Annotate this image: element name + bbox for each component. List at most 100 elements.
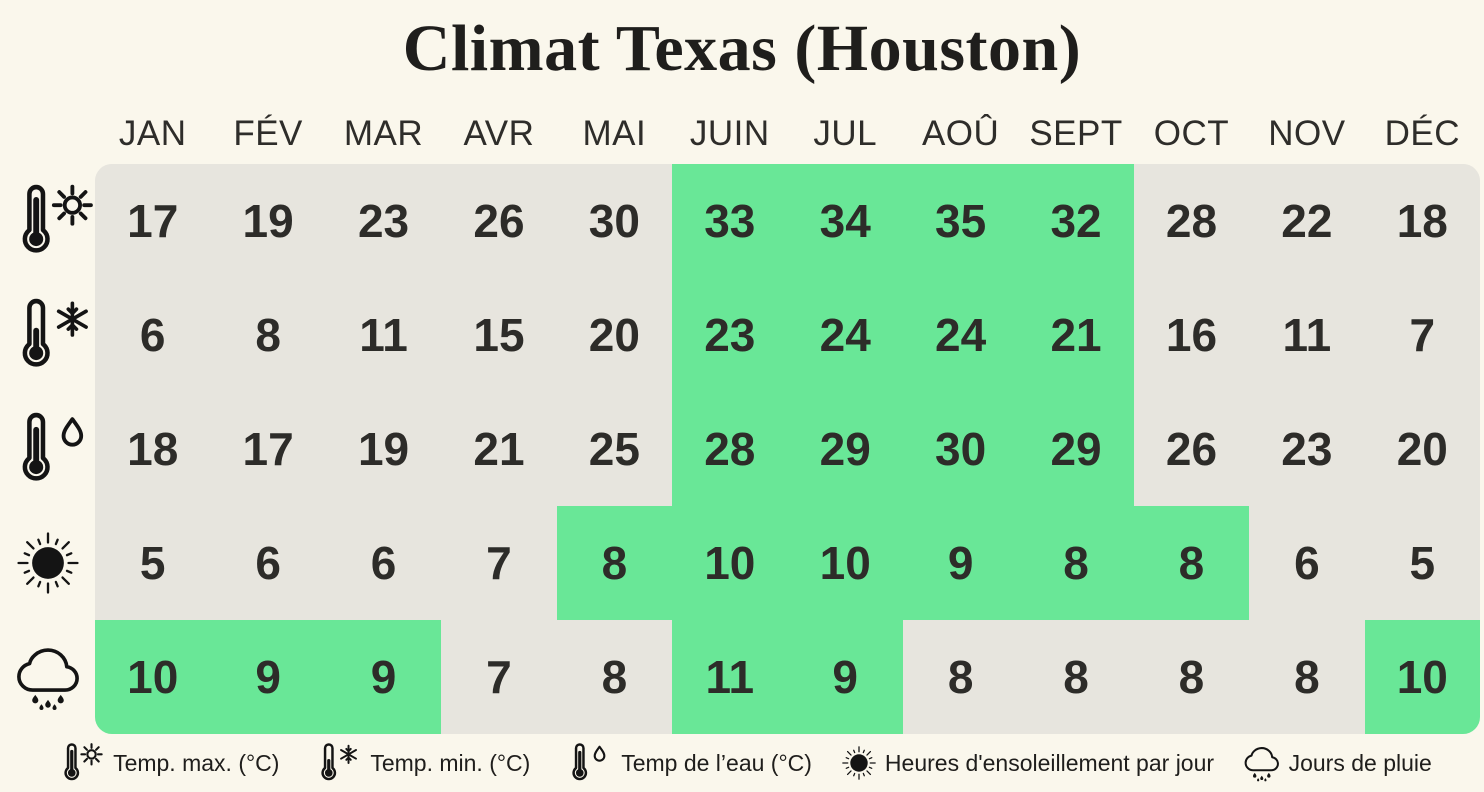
thermometer-sun-icon <box>0 164 95 278</box>
temp-max-cell: 19 <box>210 164 326 278</box>
legend-label: Temp de l’eau (°C) <box>621 749 812 776</box>
temp-max-cell: 26 <box>441 164 557 278</box>
water-temp-cell: 25 <box>556 392 673 506</box>
thermometer-sun-icon <box>52 742 104 784</box>
water-temp-cell: 18 <box>95 392 211 506</box>
temp-max-cell: 35 <box>902 164 1019 278</box>
water-temp-cell: 26 <box>1133 392 1250 506</box>
month-header-déc: DÉC <box>1384 114 1460 153</box>
temp-min-cell: 8 <box>210 278 326 392</box>
sunshine-hours-cell: 9 <box>902 506 1019 620</box>
month-header-jul: JUL <box>813 114 878 153</box>
legend: Temp. max. (°C) Temp. min. (°C) Temp de … <box>0 734 1484 792</box>
climate-table: 17 19 23 26 30 33 34 35 32 28 22 18 6 8 11 15 20 23 24 24 21… <box>95 164 1480 734</box>
rain-cloud-icon <box>1244 743 1280 783</box>
month-header-mar: MAR <box>343 114 424 153</box>
water-temp-cell: 28 <box>672 392 788 506</box>
rain-days-cell: 9 <box>210 620 326 734</box>
rain-days-cell: 10 <box>95 620 211 734</box>
temp-min-cell: 24 <box>902 278 1019 392</box>
month-header-juin: JUIN <box>689 114 770 153</box>
legend-item-sunshine-hours: Heures d'ensoleillement par jour <box>842 746 1214 780</box>
month-header-sept: SEPT <box>1029 114 1123 153</box>
page-title: Climat Texas (Houston) <box>402 12 1082 85</box>
temp-max-cell: 34 <box>787 164 903 278</box>
thermometer-snowflake-icon <box>309 742 361 784</box>
water-temp-cell: 17 <box>210 392 326 506</box>
temp-max-cell: 28 <box>1133 164 1250 278</box>
water-temp-cell: 29 <box>1018 392 1134 506</box>
sunshine-hours-cell: 5 <box>95 506 211 620</box>
water-temp-cell: 30 <box>902 392 1019 506</box>
month-header-nov: NOV <box>1268 114 1346 153</box>
month-header-avr: AVR <box>463 114 535 153</box>
temp-min-cell: 6 <box>95 278 211 392</box>
sun-icon <box>0 506 95 620</box>
temp-min-cell: 11 <box>1249 278 1365 392</box>
rain-days-cell: 8 <box>902 620 1019 734</box>
legend-label: Heures d'ensoleillement par jour <box>884 749 1215 776</box>
temp-max-cell: 18 <box>1364 164 1480 278</box>
sunshine-hours-cell: 10 <box>672 506 788 620</box>
sunshine-hours-cell: 10 <box>787 506 903 620</box>
legend-item-rain-days: Jours de pluie <box>1244 743 1432 783</box>
rain-days-cell: 9 <box>787 620 903 734</box>
legend-label: Jours de pluie <box>1288 749 1432 776</box>
table-row-temp-max: 17 19 23 26 30 33 34 35 32 28 22 18 <box>95 164 1480 278</box>
table-row-sunshine-hours: 5 6 6 7 8 10 10 9 8 8 6 5 <box>95 506 1480 620</box>
sunshine-hours-cell: 6 <box>210 506 326 620</box>
legend-label: Temp. min. (°C) <box>370 749 531 776</box>
rain-days-cell: 8 <box>556 620 673 734</box>
water-temp-cell: 19 <box>325 392 442 506</box>
water-temp-cell: 23 <box>1249 392 1365 506</box>
legend-item-water-temp: Temp de l’eau (°C) <box>560 742 812 784</box>
temp-max-cell: 22 <box>1249 164 1365 278</box>
sunshine-hours-cell: 8 <box>1133 506 1250 620</box>
legend-item-temp-max: Temp. max. (°C) <box>52 742 279 784</box>
legend-item-temp-min: Temp. min. (°C) <box>309 742 530 784</box>
sunshine-hours-cell: 5 <box>1364 506 1480 620</box>
temp-max-cell: 33 <box>672 164 788 278</box>
temp-max-cell: 23 <box>325 164 442 278</box>
temp-max-cell: 17 <box>95 164 211 278</box>
temp-max-cell: 32 <box>1018 164 1134 278</box>
temp-min-cell: 24 <box>787 278 903 392</box>
month-header-aoû: AOÛ <box>921 114 1000 153</box>
sunshine-hours-cell: 7 <box>441 506 557 620</box>
table-row-rain-days: 10 9 9 7 8 11 9 8 8 8 8 10 <box>95 620 1480 734</box>
rain-days-cell: 8 <box>1133 620 1250 734</box>
water-temp-cell: 29 <box>787 392 903 506</box>
table-row-water-temp: 18 17 19 21 25 28 29 30 29 26 23 20 <box>95 392 1480 506</box>
sunshine-hours-cell: 8 <box>556 506 673 620</box>
month-header-row: JAN FÉV MAR AVR MAI JUIN JUL AOÛ SEPT OCT NOV DÉC <box>95 98 1480 164</box>
temp-min-cell: 16 <box>1133 278 1250 392</box>
legend-label: Temp. max. (°C) <box>113 749 280 776</box>
sunshine-hours-cell: 6 <box>325 506 442 620</box>
temp-min-cell: 23 <box>672 278 788 392</box>
table-row-temp-min: 6 8 11 15 20 23 24 24 21 16 11 7 <box>95 278 1480 392</box>
sunshine-hours-cell: 6 <box>1249 506 1365 620</box>
table-area: 17 19 23 26 30 33 34 35 32 28 22 18 6 8 11 15 20 23 24 24 21… <box>0 164 1484 734</box>
rain-days-cell: 11 <box>672 620 788 734</box>
thermometer-snowflake-icon <box>0 278 95 392</box>
month-header-mai: MAI <box>582 114 647 153</box>
thermometer-drop-icon <box>560 742 612 784</box>
temp-min-cell: 11 <box>325 278 442 392</box>
rain-days-cell: 10 <box>1364 620 1480 734</box>
month-header-jan: JAN <box>118 114 187 153</box>
thermometer-drop-icon <box>0 392 95 506</box>
temp-max-cell: 30 <box>556 164 673 278</box>
rain-days-cell: 7 <box>441 620 557 734</box>
rain-days-cell: 8 <box>1249 620 1365 734</box>
temp-min-cell: 15 <box>441 278 557 392</box>
rain-cloud-icon <box>0 620 95 734</box>
temp-min-cell: 7 <box>1364 278 1480 392</box>
water-temp-cell: 21 <box>441 392 557 506</box>
rain-days-cell: 8 <box>1018 620 1134 734</box>
row-icons-column <box>0 164 95 734</box>
month-header-oct: OCT <box>1153 114 1230 153</box>
sun-icon <box>842 746 876 780</box>
month-header-fév: FÉV <box>233 114 303 153</box>
temp-min-cell: 21 <box>1018 278 1134 392</box>
